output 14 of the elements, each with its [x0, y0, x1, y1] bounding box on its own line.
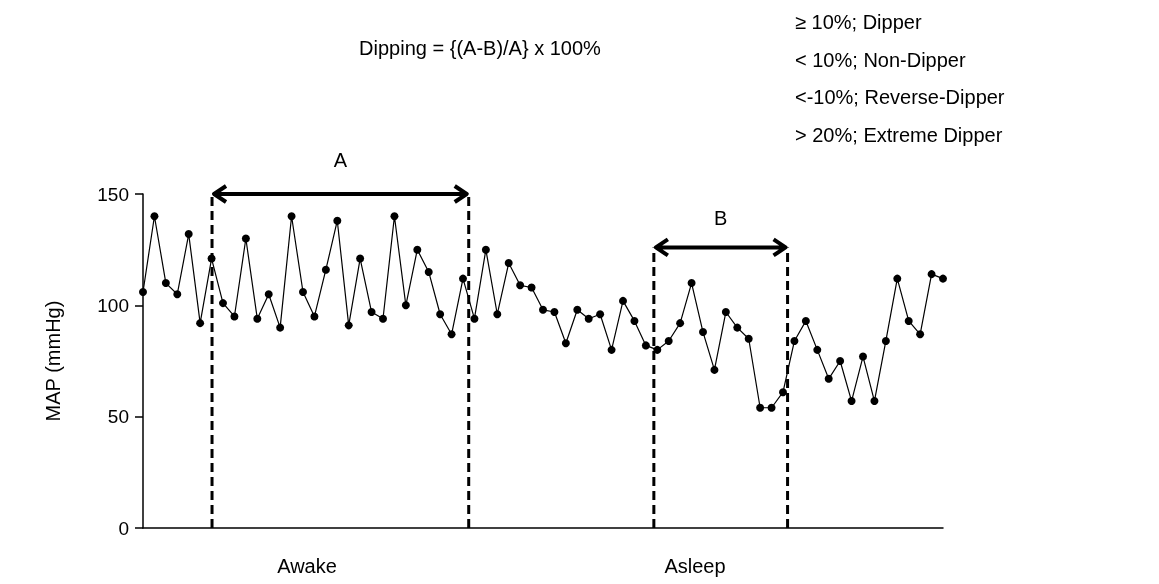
text: A — [333, 148, 348, 172]
text: <-10%; Reverse-Dipper — [795, 85, 1005, 109]
text: Dipping = {(A-B)/A} x 100% — [359, 36, 601, 60]
y-tick-label: 50 — [107, 406, 129, 428]
text: Asleep — [664, 554, 726, 578]
text: > 20%; Extreme Dipper — [795, 123, 1003, 147]
y-tick-label: 150 — [97, 183, 129, 205]
annotation: B — [714, 206, 728, 230]
y-tick-label: 100 — [97, 294, 129, 316]
text: ≥ 10%; Dipper — [795, 10, 922, 34]
text: Awake — [277, 554, 337, 578]
y-axis-title: MAP (mmHg) — [42, 300, 64, 422]
text: < 10%; Non-Dipper — [795, 48, 966, 72]
y-tick-label: 0 — [118, 517, 129, 539]
